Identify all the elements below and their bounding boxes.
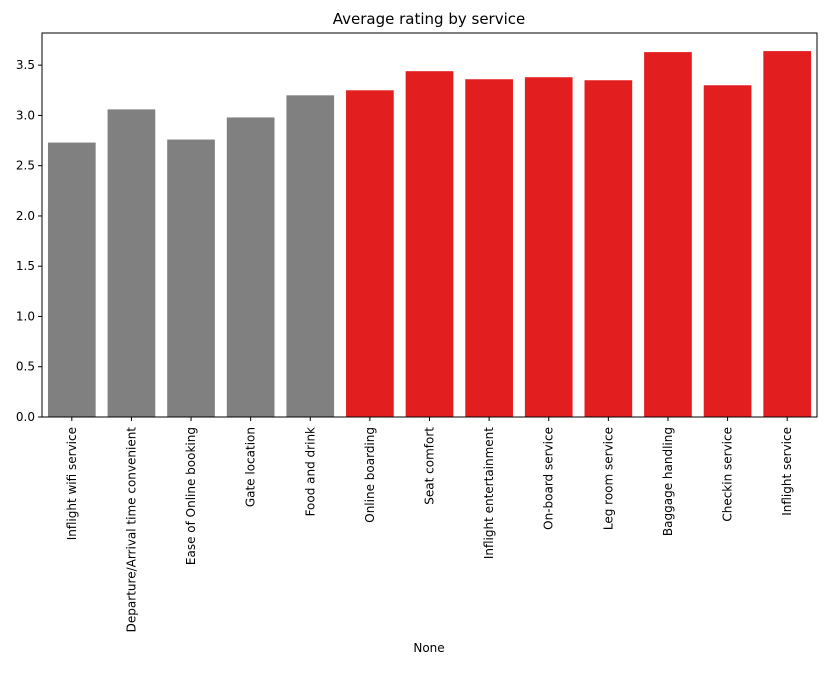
x-tick-label: Inflight service <box>780 427 794 516</box>
x-axis-label: None <box>413 641 444 655</box>
x-tick-label: Gate location <box>244 427 258 507</box>
y-axis: 0.0 0.5 1.0 1.5 2.0 2.5 3.0 3.5 <box>16 58 42 424</box>
bar-leg-room-service <box>584 80 633 418</box>
bar-inflight-service <box>763 51 812 418</box>
bar-online-boarding <box>346 90 394 417</box>
x-tick-label: Online boarding <box>363 427 377 523</box>
y-tick-label: 0.5 <box>16 360 35 374</box>
x-tick-label: Checkin service <box>721 427 735 522</box>
plot-frame <box>41 32 818 418</box>
y-tick-label: 1.0 <box>16 309 35 323</box>
bar-baggage-handling <box>644 52 692 417</box>
bar-ease-of-online-booking <box>167 139 215 417</box>
x-tick-label: Ease of Online booking <box>184 427 198 565</box>
y-tick-label: 2.5 <box>16 159 35 173</box>
y-tick-label: 3.5 <box>16 58 35 72</box>
y-tick-label: 2.0 <box>16 209 35 223</box>
bar-seat-comfort <box>405 71 454 418</box>
x-tick-label: Baggage handling <box>661 427 675 536</box>
x-tick-label: Inflight entertainment <box>482 427 496 559</box>
bar-departure-arrival-time-convenient <box>107 109 156 418</box>
bar-on-board-service <box>524 77 573 417</box>
bar-inflight-wifi-service <box>47 142 96 417</box>
bar-food-and-drink <box>286 95 335 417</box>
x-tick-label: Leg room service <box>601 427 615 530</box>
x-tick-label: Seat comfort <box>423 427 437 505</box>
y-tick-label: 1.5 <box>16 259 35 273</box>
x-axis: Inflight wifi service Departure/Arrival t… <box>65 417 794 632</box>
y-tick-label: 0.0 <box>16 410 35 424</box>
bars <box>47 51 812 418</box>
x-tick-label: Food and drink <box>303 427 317 516</box>
bar-inflight-entertainment <box>465 79 513 417</box>
x-tick-label: On-board service <box>542 427 556 530</box>
bar-checkin-service <box>703 85 752 418</box>
bar-gate-location <box>226 117 275 417</box>
chart-title: Average rating by service <box>333 10 525 28</box>
x-tick-label: Departure/Arrival time convenient <box>124 427 138 633</box>
x-tick-label: Inflight wifi service <box>65 427 79 540</box>
y-tick-label: 3.0 <box>16 108 35 122</box>
